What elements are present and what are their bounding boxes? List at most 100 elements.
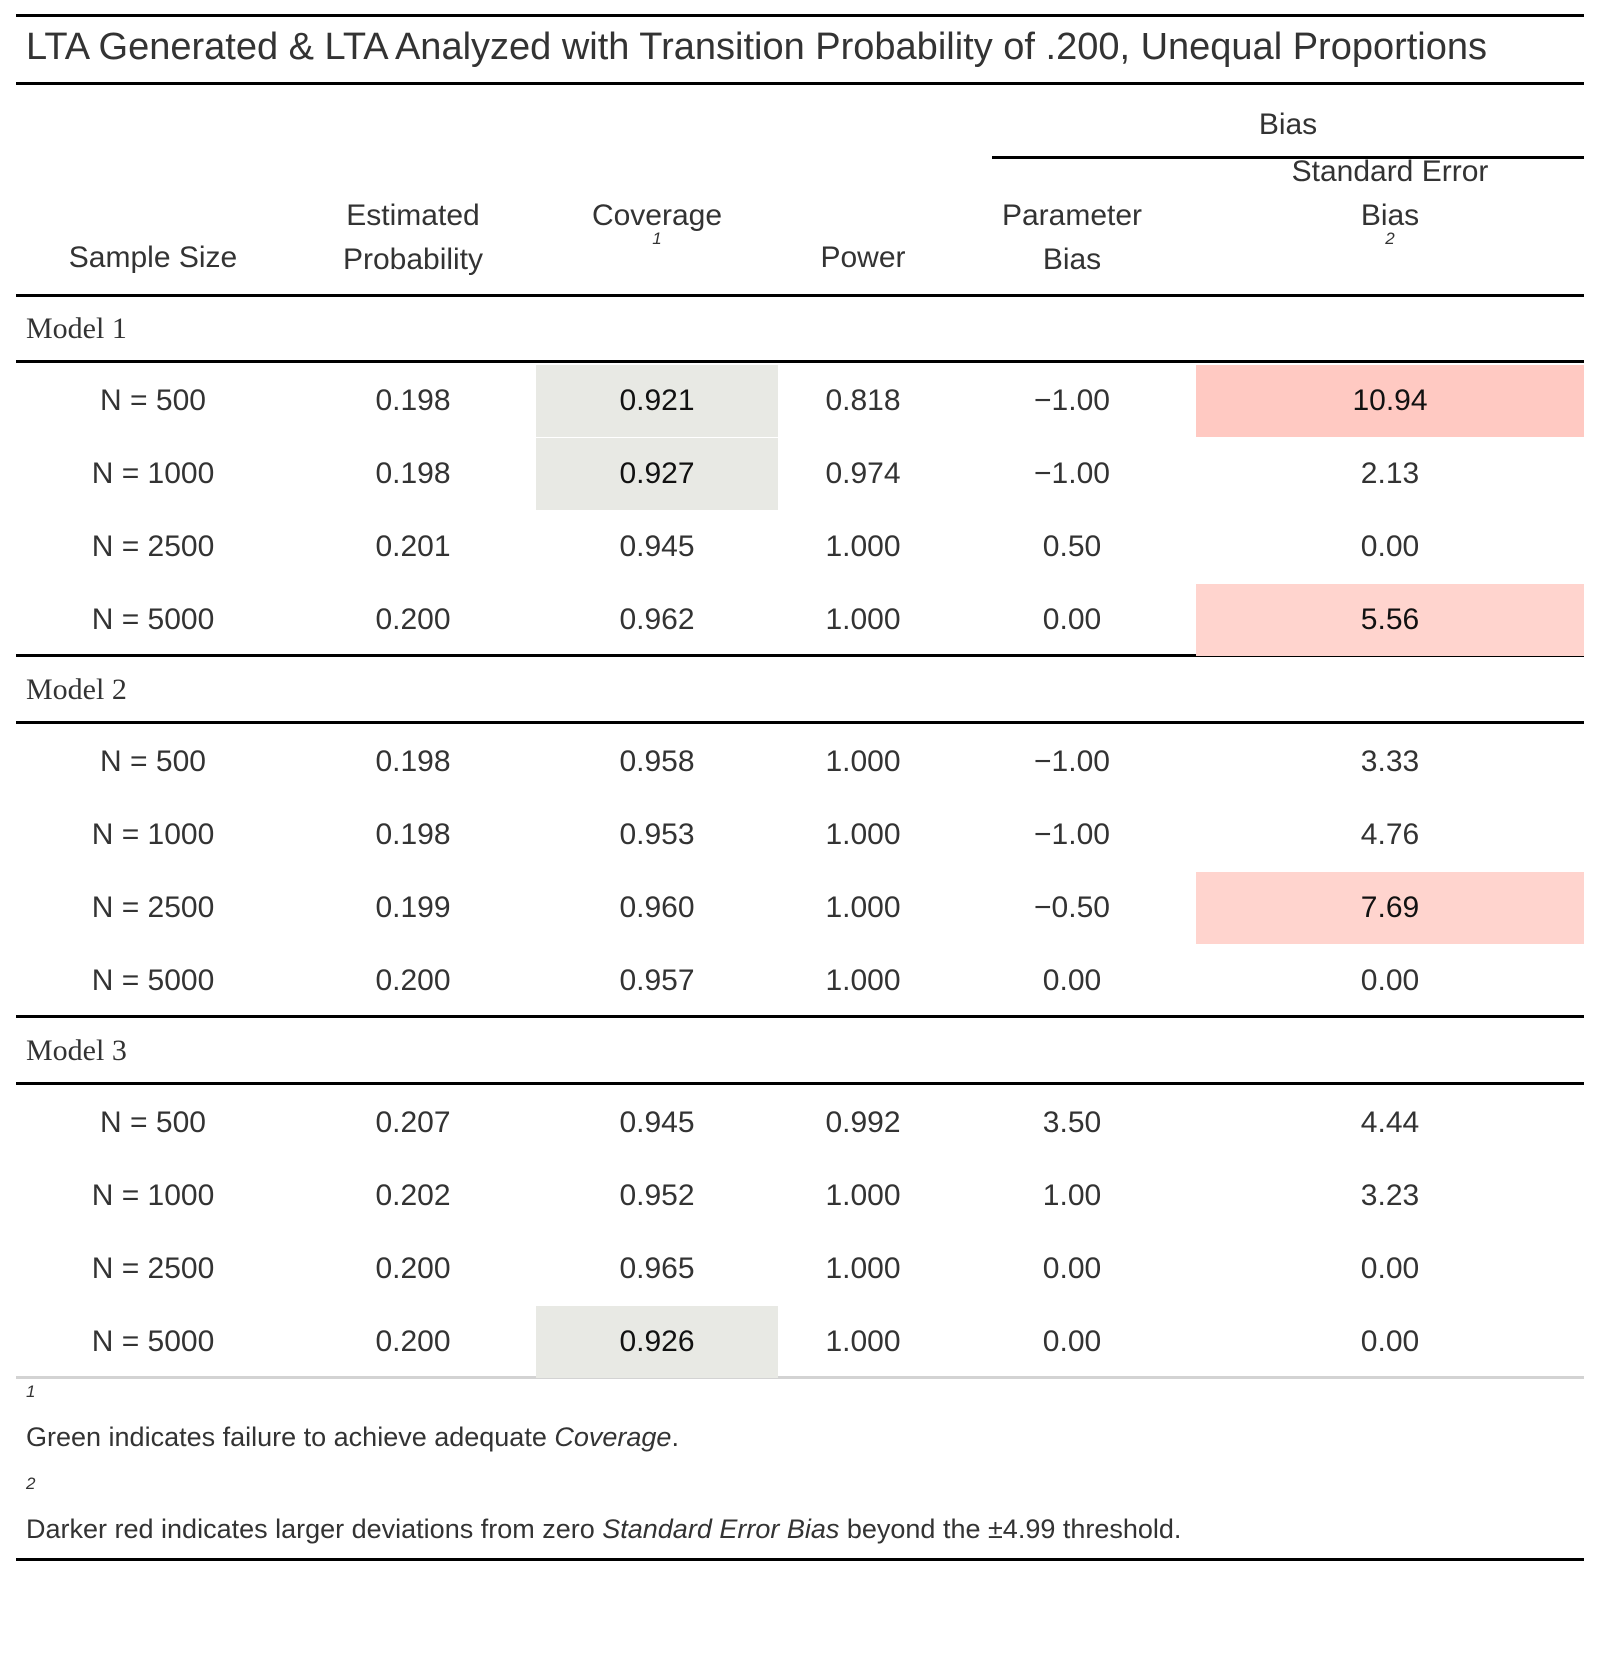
cell-coverage: 0.957: [619, 964, 695, 997]
group-rule-1: [16, 360, 1584, 363]
cell-sample-size: N = 5000: [91, 603, 215, 636]
cell-estimated-probability: 0.201: [375, 530, 451, 563]
header-rule: [16, 294, 1584, 297]
cell-estimated-probability: 0.200: [375, 603, 451, 636]
cell-se-bias: 0.00: [1360, 1325, 1420, 1358]
col-power: Power: [778, 236, 948, 280]
cell-parameter-bias: 0.00: [1042, 1325, 1102, 1358]
se-footnote-mark: 2: [1385, 229, 1395, 248]
bias-spanner-rule: [992, 156, 1584, 159]
col-se-line1: Standard Error: [1291, 155, 1489, 188]
cell-se-bias: 4.44: [1360, 1106, 1420, 1139]
top-rule: [16, 14, 1584, 17]
cell-power: 1.000: [825, 1179, 901, 1212]
footnote-2-em: Standard Error Bias: [602, 1514, 840, 1544]
cell-se-bias: 0.00: [1360, 530, 1420, 563]
cell-parameter-bias: 3.50: [1042, 1106, 1102, 1139]
col-se-bias: Standard Error Bias 2: [1196, 150, 1584, 248]
cell-parameter-bias: −1.00: [1034, 384, 1110, 417]
col-power-label: Power: [820, 241, 906, 274]
col-sample-size: Sample Size: [16, 236, 290, 280]
col-parameter-bias: Parameter Bias: [948, 194, 1196, 282]
cell-sample-size: N = 5000: [91, 964, 215, 997]
cell-power: 1.000: [825, 964, 901, 997]
table-title: LTA Generated & LTA Analyzed with Transi…: [26, 26, 1488, 68]
cell-estimated-probability: 0.198: [375, 818, 451, 851]
footnote-2-mark: 2: [26, 1474, 36, 1493]
cell-sample-size: N = 2500: [91, 530, 215, 563]
footer-rule: [16, 1558, 1584, 1561]
cell-sample-size: N = 1000: [91, 457, 215, 490]
group-label-model-3: Model 3: [26, 1034, 127, 1067]
footnote-2-text: Darker red indicates larger deviations f…: [26, 1514, 1181, 1545]
cell-sample-size: N = 500: [100, 1106, 206, 1139]
cell-parameter-bias: −1.00: [1034, 745, 1110, 778]
cell-parameter-bias: 0.50: [1042, 530, 1102, 563]
footnote-1-text: Green indicates failure to achieve adequ…: [26, 1422, 679, 1453]
cell-power: 1.000: [825, 603, 901, 636]
group-rule-2: [16, 721, 1584, 724]
cell-parameter-bias: −0.50: [1034, 891, 1110, 924]
cell-sample-size: N = 1000: [91, 818, 215, 851]
cell-power: 0.992: [825, 1106, 901, 1139]
bias-spanner: Bias: [1258, 108, 1318, 141]
cell-coverage: 0.921: [536, 365, 778, 437]
cell-coverage: 0.926: [536, 1306, 778, 1378]
cell-coverage: 0.945: [619, 530, 695, 563]
col-estimated-line1: Estimated: [346, 199, 480, 232]
group-end-rule-1: [16, 654, 1584, 657]
col-estimated-probability: Estimated Probability: [290, 194, 536, 282]
col-estimated-line2: Probability: [342, 243, 484, 276]
cell-sample-size: N = 500: [100, 384, 206, 417]
col-se-line2: Bias: [1360, 199, 1420, 232]
cell-parameter-bias: 0.00: [1042, 603, 1102, 636]
footnote-1-post: .: [671, 1422, 679, 1452]
cell-power: 1.000: [825, 1325, 901, 1358]
group-rule-3: [16, 1082, 1584, 1085]
cell-coverage: 0.927: [536, 438, 778, 510]
cell-coverage: 0.952: [619, 1179, 695, 1212]
cell-sample-size: N = 2500: [91, 1252, 215, 1285]
cell-se-bias: 3.33: [1360, 745, 1420, 778]
col-param-line1: Parameter: [1001, 199, 1143, 232]
cell-power: 1.000: [825, 818, 901, 851]
cell-power: 1.000: [825, 891, 901, 924]
cell-estimated-probability: 0.198: [375, 457, 451, 490]
cell-estimated-probability: 0.200: [375, 1252, 451, 1285]
cell-parameter-bias: 0.00: [1042, 964, 1102, 997]
footnote-1-pre: Green indicates failure to achieve adequ…: [26, 1422, 555, 1452]
coverage-footnote-mark: 1: [652, 229, 662, 248]
cell-coverage: 0.960: [619, 891, 695, 924]
group-label-model-2: Model 2: [26, 673, 127, 706]
cell-se-bias: 0.00: [1360, 964, 1420, 997]
cell-power: 0.974: [825, 457, 901, 490]
cell-estimated-probability: 0.200: [375, 964, 451, 997]
footnote-1-em: Coverage: [554, 1422, 672, 1452]
footnote-2-post: beyond the ±4.99 threshold.: [839, 1514, 1182, 1544]
cell-estimated-probability: 0.198: [375, 745, 451, 778]
cell-power: 1.000: [825, 745, 901, 778]
cell-estimated-probability: 0.198: [375, 384, 451, 417]
cell-estimated-probability: 0.199: [375, 891, 451, 924]
cell-se-bias: 0.00: [1360, 1252, 1420, 1285]
cell-estimated-probability: 0.200: [375, 1325, 451, 1358]
cell-coverage: 0.953: [619, 818, 695, 851]
cell-sample-size: N = 500: [100, 745, 206, 778]
cell-coverage: 0.945: [619, 1106, 695, 1139]
cell-parameter-bias: −1.00: [1034, 818, 1110, 851]
cell-se-bias: 2.13: [1360, 457, 1420, 490]
col-coverage: Coverage 1: [536, 194, 778, 248]
cell-power: 0.818: [825, 384, 901, 417]
cell-coverage: 0.965: [619, 1252, 695, 1285]
cell-estimated-probability: 0.202: [375, 1179, 451, 1212]
col-sample-size-label: Sample Size: [68, 241, 238, 274]
cell-sample-size: N = 5000: [91, 1325, 215, 1358]
table-bottom-rule: [16, 1376, 1584, 1379]
cell-sample-size: N = 2500: [91, 891, 215, 924]
cell-se-bias: 10.94: [1196, 365, 1584, 437]
footnote-2-pre: Darker red indicates larger deviations f…: [26, 1514, 603, 1544]
cell-parameter-bias: −1.00: [1034, 457, 1110, 490]
cell-parameter-bias: 0.00: [1042, 1252, 1102, 1285]
cell-power: 1.000: [825, 1252, 901, 1285]
group-label-model-1: Model 1: [26, 312, 127, 345]
